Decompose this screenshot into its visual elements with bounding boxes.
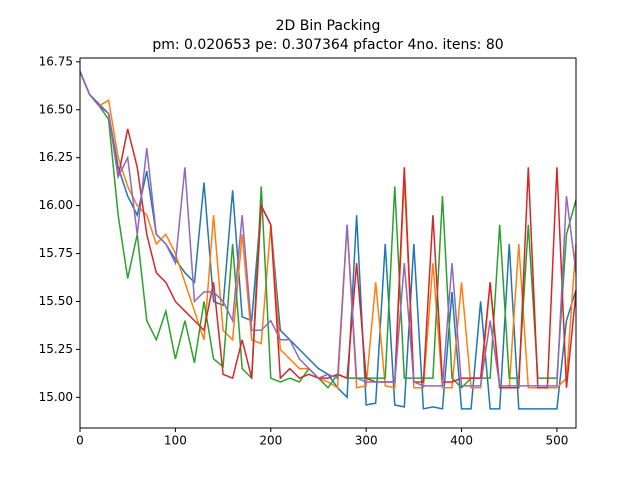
x-tick-label: 100 [164,434,187,448]
y-tick-label: 15.00 [39,390,73,404]
y-tick-label: 15.50 [39,294,73,308]
chart-title: 2D Bin Packing [276,18,381,34]
y-tick-label: 16.75 [39,54,73,68]
y-tick-label: 15.25 [39,342,73,356]
x-tick-label: 400 [450,434,473,448]
y-tick-label: 16.25 [39,150,73,164]
y-tick-label: 16.50 [39,102,73,116]
x-tick-label: 0 [76,434,84,448]
line-series [79,71,577,390]
line-series [79,71,577,389]
x-tick-label: 200 [259,434,282,448]
axes-frame [79,57,577,429]
chart-subtitle: pm: 0.020653 pe: 0.307364 pfactor 4no. i… [152,37,503,53]
x-tick-label: 300 [355,434,378,448]
line-series [79,71,577,389]
line-series [79,71,577,387]
y-tick-label: 15.75 [39,246,73,260]
y-tick-label: 16.00 [39,198,73,212]
x-tick-label: 500 [545,434,568,448]
